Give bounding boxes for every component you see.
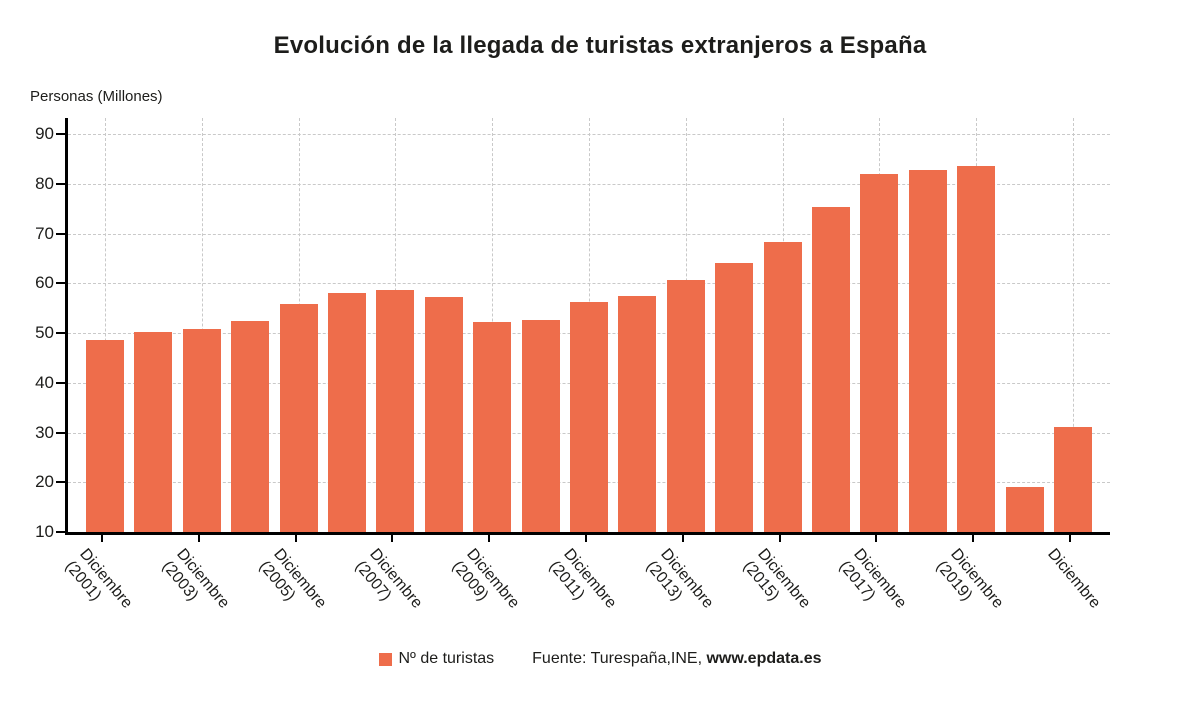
- bar-17: [860, 174, 899, 532]
- x-tick-label: Diciembre (2007): [351, 545, 426, 625]
- bar-2: [134, 331, 173, 532]
- y-tick-mark: [56, 381, 65, 384]
- y-tick-label-40: 40: [35, 372, 54, 392]
- bar-21: [1054, 426, 1092, 532]
- y-tick-label-80: 80: [35, 173, 54, 193]
- bar-19: [957, 166, 996, 532]
- x-tick-mark: [875, 535, 878, 542]
- y-tick-mark: [56, 133, 65, 135]
- x-tick-mark: [681, 535, 684, 542]
- y-tick-label-90: 90: [35, 124, 54, 143]
- bar-14: [715, 263, 754, 532]
- x-tick-mark: [101, 535, 103, 542]
- bar-11: [570, 302, 608, 532]
- epdata-link[interactable]: www.epdata.es: [706, 650, 822, 667]
- bar-6: [328, 293, 366, 532]
- y-tick-mark: [56, 182, 65, 185]
- bar-12: [618, 295, 657, 532]
- y-tick-label-30: 30: [35, 422, 54, 442]
- x-tick-label: Diciembre (2013): [642, 545, 717, 625]
- x-tick-label: Diciembre (2005): [254, 545, 329, 625]
- bar-15: [763, 242, 802, 532]
- bar-1: [86, 339, 124, 532]
- x-tick-label: Diciembre (2019): [932, 545, 1007, 625]
- source-text: Fuente: Turespaña,INE, www.epdata.es: [532, 650, 821, 668]
- x-tick-label: Diciembre (2011): [545, 545, 620, 625]
- bar-8: [424, 297, 463, 532]
- y-tick-mark: [56, 282, 65, 285]
- legend-label: Nº de turistas: [398, 650, 495, 667]
- x-tick-label-line: Diciembre: [1044, 545, 1104, 612]
- x-tick-mark: [391, 535, 394, 542]
- bar-13: [666, 279, 705, 532]
- y-tick-label-70: 70: [35, 223, 54, 243]
- bar-10: [521, 319, 560, 532]
- bar-9: [473, 322, 512, 532]
- y-tick-mark: [56, 431, 65, 434]
- y-tick-mark: [56, 332, 65, 334]
- v-gridline: [1073, 118, 1074, 532]
- y-tick-label-50: 50: [35, 323, 54, 342]
- bar-18: [908, 169, 947, 532]
- y-tick-label-20: 20: [35, 472, 54, 492]
- x-axis: Diciembre (2001) Diciembre (2003) Diciembre(…: [0, 535, 1200, 665]
- x-tick-label: Diciembre (2003): [158, 545, 233, 625]
- y-tick-mark: [56, 481, 65, 484]
- x-tick-mark: [585, 535, 587, 542]
- x-tick-mark: [488, 535, 491, 542]
- chart-title: Evolución de la llegada de turistas extr…: [273, 32, 927, 59]
- y-axis-title: Personas (Millones): [30, 88, 163, 105]
- bar-3: [182, 328, 221, 532]
- x-tick-mark: [1069, 535, 1071, 542]
- y-tick-label-60: 60: [35, 273, 54, 293]
- x-tick-mark: [972, 535, 975, 542]
- legend-swatch: [378, 652, 392, 666]
- legend: Nº de turistas Fuente: Turespaña,INE, ww…: [0, 650, 1200, 668]
- bar-5: [279, 303, 318, 532]
- v-gridline: [105, 118, 106, 532]
- x-tick-label: Diciembre (2009): [448, 545, 523, 625]
- y-tick-mark: [56, 232, 65, 235]
- x-tick-label: Diciembre (2001): [61, 545, 136, 625]
- x-tick-mark: [778, 535, 781, 542]
- bar-20: [1005, 487, 1044, 532]
- x-tick-mark: [197, 535, 200, 542]
- y-tick-mark: [56, 531, 65, 533]
- bar-4: [231, 321, 270, 532]
- x-tick-label: Diciembre (2017): [835, 545, 910, 625]
- x-tick-label: Diciembre (2015): [738, 545, 813, 625]
- x-tick-label: Diciembre: [1043, 545, 1104, 612]
- bar-7: [376, 289, 415, 532]
- plot-area: [65, 118, 1110, 535]
- source-prefix: Fuente: Turespaña,INE,: [532, 650, 707, 667]
- x-tick-mark: [294, 535, 297, 542]
- v-gridline: [201, 118, 203, 532]
- bar-16: [812, 207, 850, 532]
